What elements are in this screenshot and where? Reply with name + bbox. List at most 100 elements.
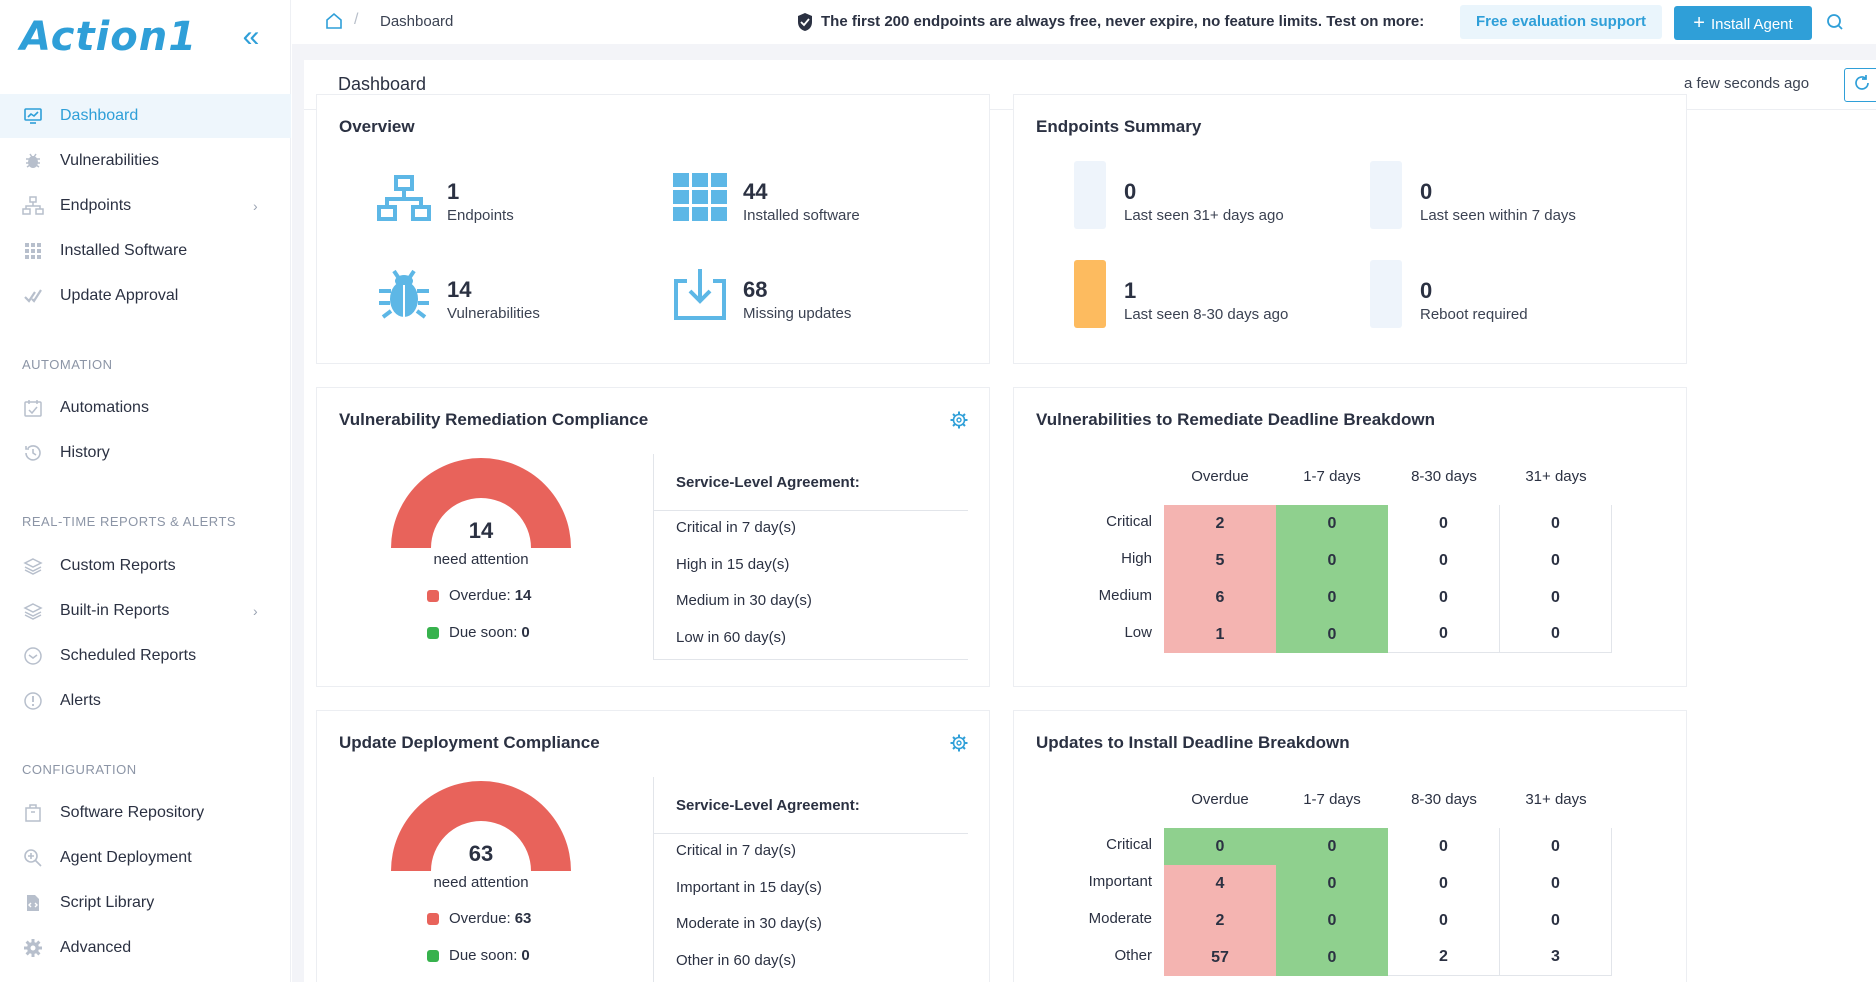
sidebar-item-endpoints[interactable]: Endpoints ›: [0, 184, 291, 228]
download-tray-icon: [673, 267, 727, 326]
action1-logo[interactable]: Action1: [20, 14, 198, 60]
sla-header: Service-Level Agreement:: [676, 474, 860, 491]
breadcrumb: Dashboard: [380, 13, 454, 30]
compliance-gauge: [391, 458, 571, 548]
sidebar-item-label: Scheduled Reports: [60, 647, 197, 664]
network-icon: [377, 175, 431, 226]
grid-cell[interactable]: 0: [1500, 865, 1612, 902]
grid-cell[interactable]: 0: [1500, 616, 1612, 653]
grid-cell[interactable]: 0: [1500, 505, 1612, 542]
grid-cell[interactable]: 0: [1388, 505, 1500, 542]
main-area: Dashboard a few seconds ago Overview 1 E…: [292, 44, 1876, 982]
stat-value: 0: [1420, 179, 1433, 204]
status-bar: [1370, 161, 1402, 229]
grid-cell[interactable]: 0: [1276, 828, 1388, 865]
overdue-swatch: [427, 589, 439, 602]
install-agent-label: Install Agent: [1710, 16, 1793, 33]
grid-row-label: Moderate: [1088, 910, 1152, 927]
grid-cell[interactable]: 2: [1388, 939, 1500, 976]
free-evaluation-support-button[interactable]: Free evaluation support: [1460, 5, 1662, 39]
sidebar-item-custom-reports[interactable]: Custom Reports: [0, 544, 291, 588]
grid-cell[interactable]: 0: [1388, 542, 1500, 579]
sidebar-item-dashboard[interactable]: Dashboard: [0, 94, 291, 138]
grid-cell[interactable]: 0: [1388, 579, 1500, 616]
update-compliance-title: Update Deployment Compliance: [339, 733, 600, 752]
sidebar-item-alerts[interactable]: Alerts: [0, 679, 291, 723]
stat-label: Installed software: [743, 207, 860, 224]
grid-cell[interactable]: 3: [1500, 939, 1612, 976]
promo-banner-text: The first 200 endpoints are always free,…: [821, 13, 1425, 30]
grid-cell[interactable]: 0: [1276, 505, 1388, 542]
sla-row: Critical in 7 day(s): [676, 519, 797, 536]
grid-cell[interactable]: 4: [1164, 865, 1276, 902]
breadcrumb-separator: /: [354, 11, 359, 28]
stat-value: 14: [447, 277, 472, 302]
sidebar-item-agent-deployment[interactable]: Agent Deployment: [0, 836, 291, 880]
grid-cell[interactable]: 0: [1388, 828, 1500, 865]
grid-cell[interactable]: 1: [1164, 616, 1276, 653]
bug-icon: [22, 150, 44, 172]
install-agent-button[interactable]: + Install Agent: [1674, 6, 1812, 40]
due-soon-value: 0: [521, 947, 530, 964]
sla-row: Other in 60 day(s): [676, 952, 797, 969]
grid-cell[interactable]: 5: [1164, 542, 1276, 579]
grid-cell[interactable]: 0: [1500, 902, 1612, 939]
dashboard-content: Overview 1 Endpoints 44 Installed softwa…: [304, 94, 1876, 982]
vulnerability-breakdown-title: Vulnerabilities to Remediate Deadline Br…: [1036, 410, 1435, 429]
sidebar-item-advanced[interactable]: Advanced: [0, 926, 291, 970]
grid-cell[interactable]: 0: [1500, 579, 1612, 616]
overdue-value: 14: [514, 587, 532, 604]
grid-cell[interactable]: 6: [1164, 579, 1276, 616]
due-soon-value: 0: [521, 624, 530, 641]
grid-cell[interactable]: 0: [1276, 939, 1388, 976]
double-chevron-left-icon[interactable]: «: [242, 20, 260, 53]
grid-cell[interactable]: 2: [1164, 505, 1276, 542]
grid-cell[interactable]: 0: [1500, 828, 1612, 865]
grid-cell[interactable]: 57: [1164, 939, 1276, 976]
stat-value: 0: [1124, 179, 1137, 204]
section-title-configuration: CONFIGURATION: [22, 762, 137, 777]
gear-icon[interactable]: [949, 410, 969, 435]
sidebar-item-software-repository[interactable]: Software Repository: [0, 791, 291, 835]
grid-column-header: 31+ days: [1525, 468, 1587, 485]
grid-cell[interactable]: 0: [1388, 865, 1500, 902]
gear-icon[interactable]: [949, 733, 969, 758]
grid-cell[interactable]: 0: [1276, 902, 1388, 939]
gauge-overdue-arc: [391, 458, 571, 548]
grid-cell[interactable]: 0: [1164, 828, 1276, 865]
history-icon: [22, 442, 44, 464]
status-bar: [1074, 161, 1106, 229]
grid-cell[interactable]: 0: [1388, 902, 1500, 939]
grid-cell[interactable]: 0: [1276, 579, 1388, 616]
sidebar-item-built-in-reports[interactable]: Built-in Reports ›: [0, 589, 291, 633]
legend-due-soon: Due soon: 0: [427, 947, 530, 964]
grid-row-label: Critical: [1106, 836, 1152, 853]
status-bar: [1370, 260, 1402, 328]
sidebar-item-label: Update Approval: [60, 287, 179, 304]
stat-label: Missing updates: [743, 305, 852, 322]
sla-row: High in 15 day(s): [676, 556, 790, 573]
grid-cell[interactable]: 0: [1276, 542, 1388, 579]
endpoints-summary-card: Endpoints Summary 0 Last seen 31+ days a…: [1013, 94, 1687, 364]
stat-value: 1: [1124, 278, 1137, 303]
search-icon[interactable]: [1825, 12, 1845, 37]
endpoints-summary-title: Endpoints Summary: [1036, 117, 1202, 136]
sidebar-item-update-approval[interactable]: Update Approval: [0, 274, 291, 318]
home-icon[interactable]: [324, 11, 344, 36]
sidebar-item-automations[interactable]: Automations: [0, 386, 291, 430]
sidebar-item-script-library[interactable]: Script Library: [0, 881, 291, 925]
sidebar-item-vulnerabilities[interactable]: Vulnerabilities: [0, 139, 291, 183]
grid-cell[interactable]: 0: [1388, 616, 1500, 653]
sidebar-item-installed-software[interactable]: Installed Software: [0, 229, 291, 273]
grid-cell[interactable]: 0: [1276, 865, 1388, 902]
sidebar-item-label: History: [60, 444, 110, 461]
grid-cell[interactable]: 0: [1276, 616, 1388, 653]
refresh-button[interactable]: [1844, 68, 1876, 102]
sidebar-item-scheduled-reports[interactable]: Scheduled Reports: [0, 634, 291, 678]
chevron-right-icon: ›: [253, 198, 258, 214]
legend-due-soon: Due soon: 0: [427, 624, 530, 641]
sidebar-item-history[interactable]: History: [0, 431, 291, 475]
grid-cell[interactable]: 0: [1500, 542, 1612, 579]
sla-header: Service-Level Agreement:: [676, 797, 860, 814]
grid-cell[interactable]: 2: [1164, 902, 1276, 939]
